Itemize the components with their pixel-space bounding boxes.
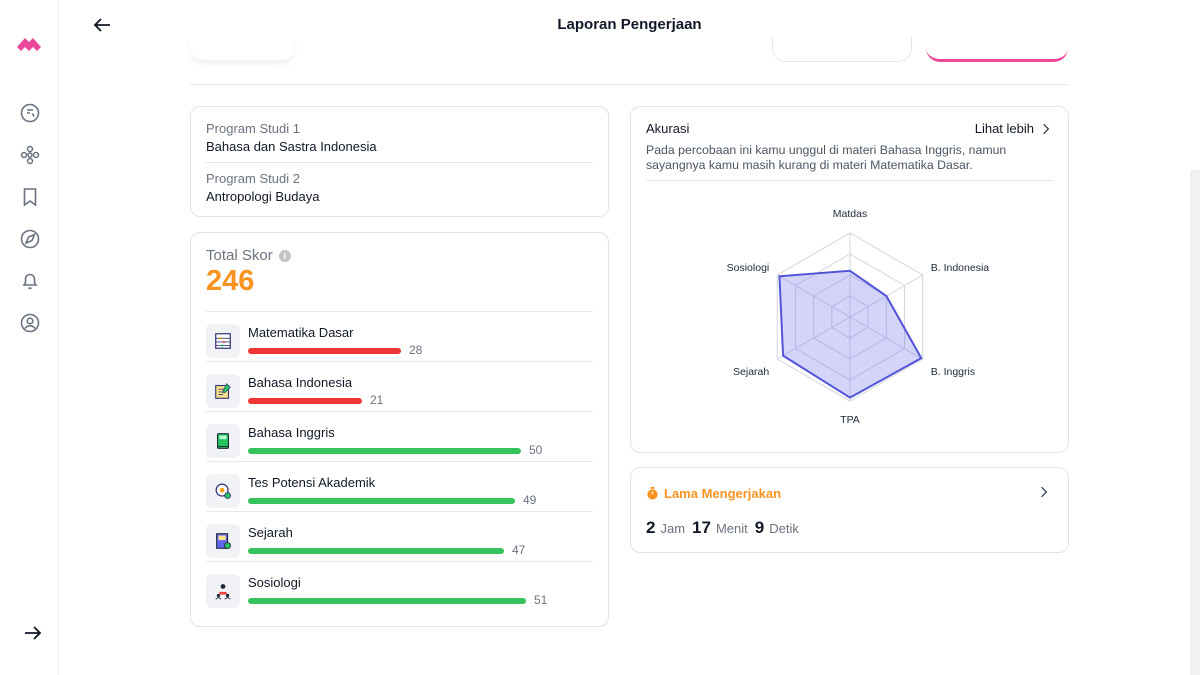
info-icon[interactable]: i (278, 249, 291, 262)
subject-name: Sosiologi (248, 575, 301, 590)
duration-hours-unit: Jam (660, 521, 686, 536)
program-studi-card: Program Studi 1 Bahasa dan Sastra Indone… (190, 106, 609, 217)
divider (206, 162, 593, 163)
radar-spoke (849, 316, 923, 360)
brain-gear-icon (206, 474, 240, 508)
radar-axis-label: Matdas (833, 208, 867, 220)
subject-row: Sejarah 47 (206, 512, 593, 562)
divider (646, 180, 1054, 181)
subject-score-bar (248, 548, 504, 554)
subject-score-value: 49 (523, 493, 537, 507)
radar-axis-label: TPA (840, 414, 860, 426)
header-button-partial[interactable] (772, 36, 912, 62)
bookmark-icon[interactable] (19, 186, 41, 208)
explore-icon[interactable] (19, 228, 41, 250)
scrollbar-track[interactable] (1190, 170, 1200, 675)
subject-score-bar (248, 348, 401, 354)
subject-score-bar (248, 448, 521, 454)
back-arrow-icon[interactable] (90, 13, 114, 37)
radar-spoke (777, 316, 851, 360)
radar-axis-label: Sosiologi (727, 262, 770, 274)
community-icon[interactable] (19, 144, 41, 166)
green-book-icon (206, 424, 240, 458)
sidebar (0, 0, 59, 675)
header-divider (190, 84, 1068, 85)
subject-score-list: Matematika Dasar 28 Bahasa Indonesia 21 Baha… (206, 312, 593, 612)
subject-name: Sejarah (248, 525, 293, 540)
duration-values: 2 Jam 17 Menit 9 Detik (646, 518, 801, 538)
see-more-link[interactable]: Lihat lebih (975, 121, 1050, 136)
quiz-icon[interactable] (19, 102, 41, 124)
duration-seconds: 9 (754, 518, 765, 537)
total-score-card: Total Skor i 246 Matematika Dasar 28 Bahas… (190, 232, 609, 627)
total-score-value: 246 (206, 265, 255, 297)
radar-axis-label: B. Indonesia (931, 262, 990, 274)
subject-score-bar (248, 598, 526, 604)
subject-score-value: 51 (534, 593, 548, 607)
radar-axis-label: B. Inggris (931, 366, 975, 378)
prodi-1-value: Bahasa dan Sastra Indonesia (206, 139, 377, 154)
expand-sidebar-arrow-icon[interactable] (22, 622, 44, 644)
duration-seconds-unit: Detik (769, 521, 799, 536)
total-score-label: Total Skor (206, 247, 273, 264)
subject-name: Tes Potensi Akademik (248, 475, 376, 490)
prodi-2-value: Antropologi Budaya (206, 189, 320, 204)
chevron-right-icon (1043, 123, 1050, 134)
subject-row: Matematika Dasar 28 (206, 312, 593, 362)
header-tab-partial[interactable] (190, 38, 294, 60)
accuracy-card: Akurasi Lihat lebih Pada percobaan ini k… (630, 106, 1069, 453)
accuracy-description: Pada percobaan ini kamu unggul di materi… (646, 143, 1007, 172)
subject-score-value: 47 (512, 543, 526, 557)
radar-axis-label: Sejarah (733, 366, 769, 378)
subject-score-value: 21 (370, 393, 384, 407)
page-title: Laporan Pengerjaan (557, 16, 702, 33)
history-book-icon (206, 524, 240, 558)
subject-row: Bahasa Inggris 50 (206, 412, 593, 462)
prodi-1-label: Program Studi 1 (206, 121, 300, 136)
prodi-2-label: Program Studi 2 (206, 171, 300, 186)
subject-name: Bahasa Inggris (248, 425, 335, 440)
brand-logo[interactable] (15, 32, 43, 56)
subject-row: Bahasa Indonesia 21 (206, 362, 593, 412)
subject-score-value: 50 (529, 443, 543, 457)
subject-row: Tes Potensi Akademik 49 (206, 462, 593, 512)
see-more-label: Lihat lebih (974, 121, 1034, 136)
bell-icon[interactable] (19, 270, 41, 292)
duration-minutes-unit: Menit (715, 521, 748, 536)
subject-row: Sosiologi 51 (206, 562, 593, 612)
duration-hours: 2 (646, 518, 656, 537)
duration-minutes: 17 (692, 518, 711, 537)
subject-score-value: 28 (409, 343, 423, 357)
writing-board-icon (206, 374, 240, 408)
subject-score-bar (248, 498, 515, 504)
radar-spoke (777, 274, 851, 318)
total-score-label-row: Total Skor i (206, 247, 593, 264)
duration-card[interactable]: Lama Mengerjakan 2 Jam 17 Menit 9 Detik (630, 467, 1069, 553)
abacus-icon (206, 324, 240, 358)
subject-score-bar (248, 398, 362, 404)
divider (206, 311, 593, 312)
radar-data-area (778, 269, 923, 399)
duration-header: Lama Mengerjakan (646, 486, 781, 501)
accuracy-radar-chart: Matdas B. Indonesia B. Inggris TPA Sejarah So… (727, 208, 990, 426)
profile-icon[interactable] (19, 312, 41, 334)
chevron-right-icon[interactable] (1040, 486, 1048, 498)
people-icon (206, 574, 240, 608)
accuracy-title: Akurasi (646, 121, 690, 136)
duration-label: Lama Mengerjakan (664, 486, 782, 501)
subject-name: Bahasa Indonesia (248, 375, 353, 390)
stopwatch-icon (647, 487, 658, 500)
header-primary-button-partial[interactable] (926, 36, 1068, 62)
subject-name: Matematika Dasar (248, 325, 354, 340)
